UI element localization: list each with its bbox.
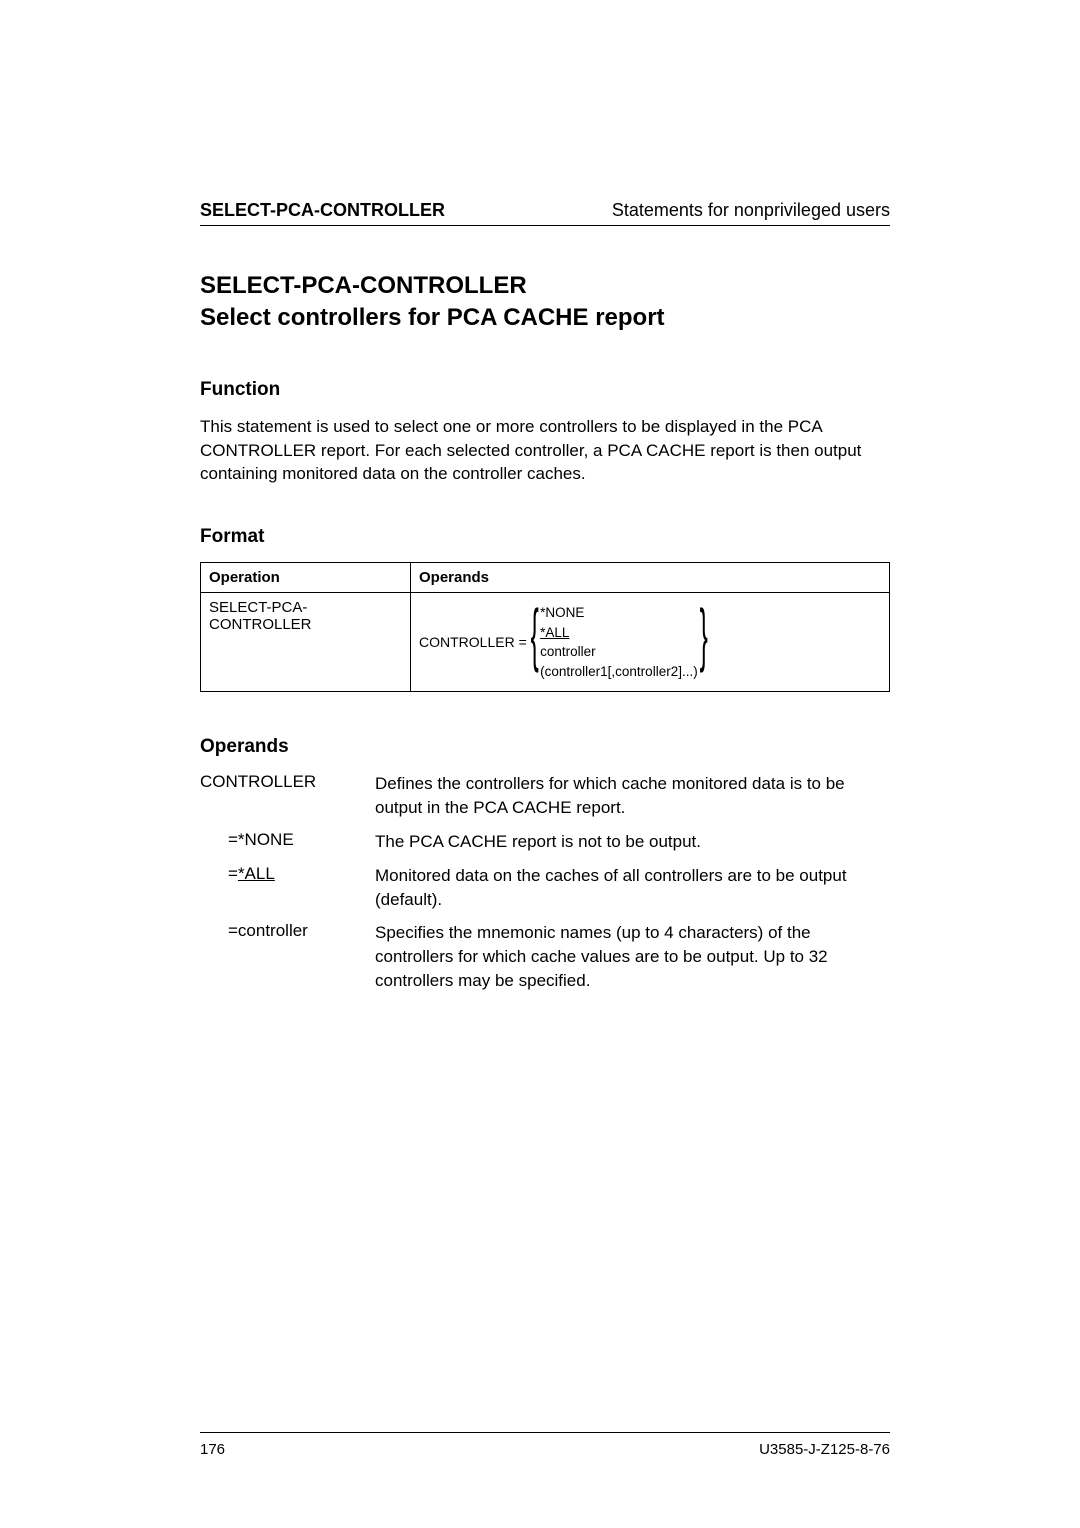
option-all: *ALL [540, 623, 698, 643]
operand-desc: The PCA CACHE report is not to be output… [375, 830, 701, 854]
function-text: This statement is used to select one or … [200, 415, 890, 486]
operand-term: =controller [200, 921, 375, 992]
operand-desc: Specifies the mnemonic names (up to 4 ch… [375, 921, 890, 992]
function-heading: Function [200, 379, 890, 401]
operands-heading: Operands [200, 736, 890, 758]
brace-group: { *NONE *ALL controller (controller1[,co… [531, 599, 707, 685]
operand-row: CONTROLLER Defines the controllers for w… [200, 772, 890, 820]
operand-row: =*NONE The PCA CACHE report is not to be… [200, 830, 890, 854]
format-operation-cell: SELECT-PCA- CONTROLLER [201, 593, 411, 692]
format-table: Operation Operands SELECT-PCA- CONTROLLE… [200, 562, 890, 692]
controller-syntax: CONTROLLER = { *NONE *ALL controller (co… [419, 599, 881, 685]
header-right: Statements for nonprivileged users [612, 200, 890, 221]
page-number: 176 [200, 1441, 225, 1458]
operand-row: =*ALL Monitored data on the caches of al… [200, 864, 890, 912]
header-left: SELECT-PCA-CONTROLLER [200, 200, 445, 221]
operand-desc: Monitored data on the caches of all cont… [375, 864, 890, 912]
title-line-2: Select controllers for PCA CACHE report [200, 302, 890, 334]
page-header: SELECT-PCA-CONTROLLER Statements for non… [200, 200, 890, 221]
operand-term-underline: *ALL [238, 864, 275, 883]
controller-options: *NONE *ALL controller (controller1[,cont… [538, 599, 700, 685]
format-heading: Format [200, 526, 890, 548]
option-controller: controller [540, 642, 698, 662]
format-col-operation: Operation [201, 563, 411, 593]
option-none: *NONE [540, 603, 698, 623]
operation-line-1: SELECT-PCA- [209, 599, 402, 616]
option-list: (controller1[,controller2]...) [540, 662, 698, 682]
format-col-operands: Operands [411, 563, 890, 593]
title-line-1: SELECT-PCA-CONTROLLER [200, 270, 890, 302]
brace-close-icon: } [699, 599, 707, 685]
operand-list: CONTROLLER Defines the controllers for w… [200, 772, 890, 992]
operand-term: =*NONE [200, 830, 375, 854]
operand-term: CONTROLLER [200, 772, 375, 820]
operand-term: =*ALL [200, 864, 375, 912]
format-operands-cell: CONTROLLER = { *NONE *ALL controller (co… [411, 593, 890, 692]
brace-open-icon: { [530, 599, 538, 685]
page-footer: 176 U3585-J-Z125-8-76 [200, 1432, 890, 1458]
footer-rule [200, 1432, 890, 1433]
controller-label: CONTROLLER = [419, 634, 527, 650]
operation-line-2: CONTROLLER [209, 616, 402, 633]
operand-row: =controller Specifies the mnemonic names… [200, 921, 890, 992]
operand-desc: Defines the controllers for which cache … [375, 772, 890, 820]
doc-id: U3585-J-Z125-8-76 [759, 1441, 890, 1458]
title-block: SELECT-PCA-CONTROLLER Select controllers… [200, 270, 890, 335]
header-rule [200, 225, 890, 226]
